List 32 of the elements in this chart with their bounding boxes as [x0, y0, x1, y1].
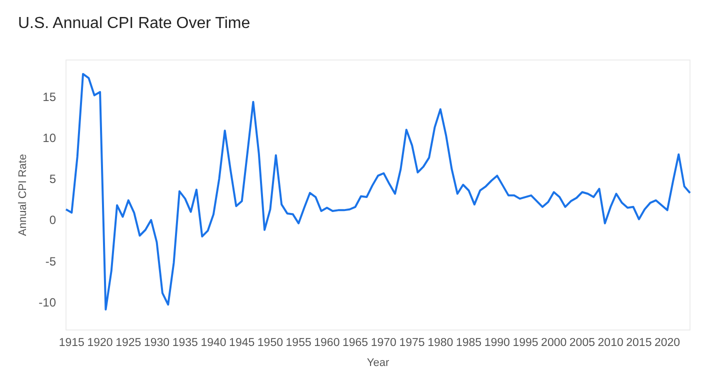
chart-title: U.S. Annual CPI Rate Over Time: [18, 15, 250, 32]
x-tick-label: 2015: [626, 337, 652, 349]
x-tick-label: 2010: [598, 337, 624, 349]
y-tick-label: 10: [42, 131, 56, 146]
y-tick-label: 15: [42, 90, 56, 104]
x-tick-label: 1940: [200, 337, 226, 349]
x-tick-label: 1975: [399, 337, 425, 349]
x-tick-label: 1970: [370, 337, 396, 349]
x-tick-label: 1925: [116, 337, 142, 349]
x-tick-label: 1930: [144, 337, 170, 349]
y-axis-title: Annual CPI Rate: [17, 154, 29, 236]
x-tick-label: 2000: [541, 337, 567, 349]
x-tick-label: 1990: [484, 337, 510, 349]
x-tick-label: 2005: [569, 337, 596, 349]
x-tick-label: 1985: [456, 337, 482, 349]
x-tick-label: 2020: [654, 337, 680, 349]
x-tick-label: 1915: [58, 337, 84, 349]
y-tick-label: 0: [49, 213, 56, 228]
x-tick-label: 1955: [286, 337, 312, 349]
x-tick-label: 1995: [512, 337, 538, 349]
x-tick-label: 1960: [314, 337, 340, 349]
x-tick-label: 1920: [87, 337, 113, 349]
x-axis-title: Year: [366, 357, 390, 369]
y-tick-label: 5: [49, 172, 56, 186]
y-tick-label: -10: [38, 295, 56, 310]
line-series: [65, 72, 691, 310]
x-tick-label: 1965: [342, 337, 368, 349]
y-tick-label: -5: [45, 254, 56, 268]
x-tick-label: 1980: [428, 337, 454, 349]
x-tick-label: 1950: [257, 337, 284, 349]
x-tick-label: 1945: [229, 337, 255, 349]
x-tick-label: 1935: [172, 337, 198, 349]
